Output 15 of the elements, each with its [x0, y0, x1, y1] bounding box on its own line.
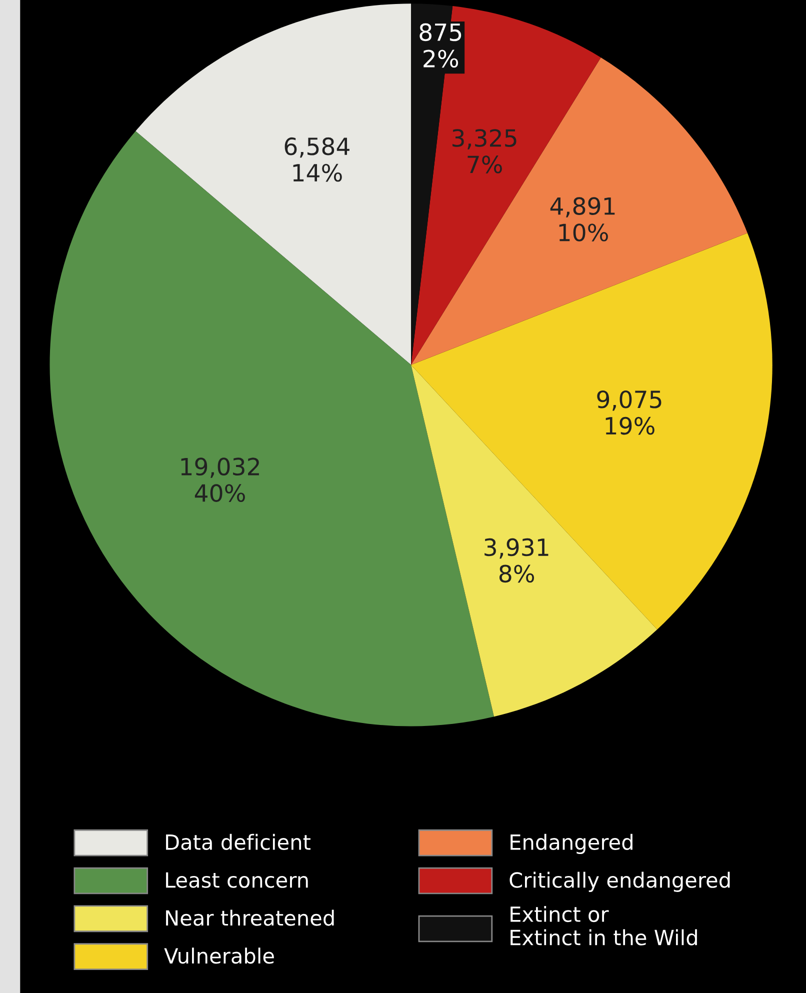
- data-label: 3,931 8%: [484, 538, 548, 583]
- legend-label: Endangered: [510, 834, 632, 854]
- data-label: 4,891 10%: [550, 197, 615, 242]
- data-label: 3,325 7%: [452, 129, 516, 174]
- pie-slice: [136, 4, 412, 365]
- data-label: 6,584 14%: [284, 137, 350, 182]
- legend-label: Near threatened: [166, 910, 334, 926]
- data-label: 875 2%: [420, 23, 462, 68]
- legend-label: Least concern: [166, 872, 308, 888]
- legend-label: Data deficient: [166, 834, 310, 850]
- data-label: 9,075 19%: [597, 390, 662, 435]
- legend-label: Vulnerable: [164, 948, 274, 964]
- data-label: 19,032 40%: [181, 458, 259, 502]
- legend-label: Critically endangered: [510, 872, 730, 892]
- legend-label: Extinct or Extinct in the Wild: [510, 906, 697, 946]
